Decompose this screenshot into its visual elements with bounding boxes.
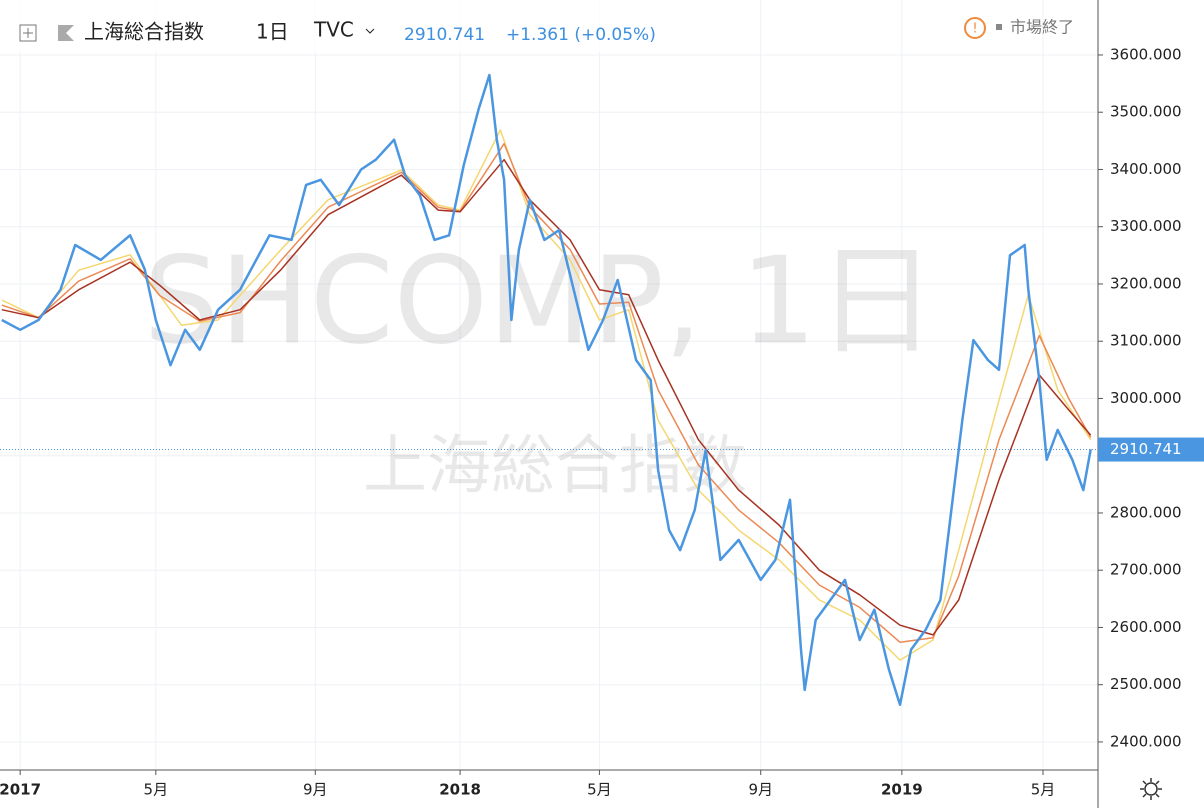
alert-icon: ! xyxy=(972,22,977,37)
y-tick-label: 3000.000 xyxy=(1110,389,1182,407)
x-tick-label: 2019 xyxy=(881,781,923,799)
status-dot xyxy=(996,24,1002,30)
y-tick-label: 3500.000 xyxy=(1110,103,1182,121)
x-tick-label: 5月 xyxy=(587,781,612,799)
price-line xyxy=(1,158,1092,636)
expand-icon xyxy=(23,28,33,38)
market-status: 市場終了 xyxy=(1010,18,1074,37)
y-tick-label: 2600.000 xyxy=(1110,618,1182,636)
y-tick-label: 3100.000 xyxy=(1110,332,1182,350)
x-tick-label: 2018 xyxy=(439,781,481,799)
price-line xyxy=(1,142,1092,644)
price-tag-label: 2910.741 xyxy=(1110,440,1182,458)
x-tick-label: 9月 xyxy=(748,781,773,799)
header-bg xyxy=(0,0,690,52)
watermark: SHCOMP, 1日 xyxy=(143,233,936,372)
y-tick-label: 2400.000 xyxy=(1110,732,1182,750)
x-tick-label: 5月 xyxy=(144,781,169,799)
y-tick-label: 3600.000 xyxy=(1110,45,1182,63)
x-tick-label: 2017 xyxy=(0,781,41,799)
price-change: +1.361 (+0.05%) xyxy=(506,25,656,45)
header: 上海総合指数 1日 TVC 2910.741 +1.361 (+0.05%) xyxy=(0,0,690,52)
x-tick-label: 5月 xyxy=(1031,781,1056,799)
exchange[interactable]: TVC xyxy=(313,18,354,42)
y-tick-label: 3300.000 xyxy=(1110,217,1182,235)
last-price: 2910.741 xyxy=(404,25,485,45)
price-tag xyxy=(1098,437,1204,462)
interval[interactable]: 1日 xyxy=(256,20,289,44)
y-tick-label: 2500.000 xyxy=(1110,675,1182,693)
y-tick-label: 3200.000 xyxy=(1110,274,1182,292)
y-tick-label: 2800.000 xyxy=(1110,503,1182,521)
symbol-icon xyxy=(58,25,74,41)
x-tick-label: 9月 xyxy=(303,781,328,799)
price-line xyxy=(1,73,1092,706)
dropdown-icon xyxy=(365,28,375,34)
expand-icon[interactable] xyxy=(19,24,37,42)
y-tick-label: 2700.000 xyxy=(1110,561,1182,579)
price-line xyxy=(1,129,1092,661)
alert-icon[interactable] xyxy=(964,17,986,39)
y-tick-label: 3400.000 xyxy=(1110,160,1182,178)
settings-icon[interactable] xyxy=(1144,782,1158,796)
watermark-name: 上海総合指数 xyxy=(363,430,747,504)
symbol[interactable]: 上海総合指数 xyxy=(84,20,204,44)
settings-icon xyxy=(1140,778,1162,800)
